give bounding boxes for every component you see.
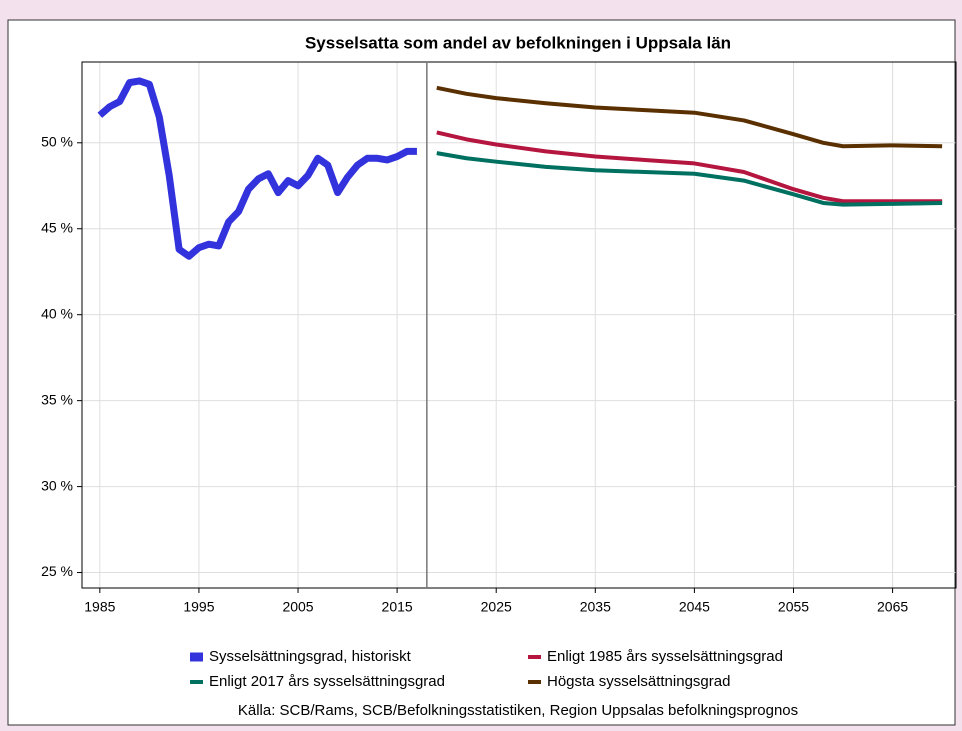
x-tick-label: 2025: [481, 599, 512, 615]
series-line: [436, 85, 943, 149]
y-tick-label: 40 %: [41, 305, 73, 321]
plot-frame: [81, 61, 957, 589]
legend-swatch: [528, 680, 541, 684]
x-tick-label: 2005: [282, 599, 313, 615]
y-tick-label: 45 %: [41, 219, 73, 235]
series-line: [436, 130, 943, 204]
y-tick-label: 25 %: [41, 563, 73, 579]
x-tick-label: 2035: [580, 599, 611, 615]
x-tick-label: 2045: [679, 599, 710, 615]
chart-title: Sysselsatta som andel av befolkningen i …: [305, 33, 731, 52]
chart-frame: [7, 19, 956, 726]
x-tick-label: 1985: [84, 599, 115, 615]
legend-swatch: [528, 655, 541, 659]
legend-label: Högsta sysselsättningsgrad: [547, 673, 730, 690]
y-tick-label: 50 %: [41, 133, 73, 149]
x-tick-label: 2055: [778, 599, 809, 615]
y-tick-label: 35 %: [41, 391, 73, 407]
x-tick-label: 2065: [877, 599, 908, 615]
legend-label: Enligt 1985 års sysselsättningsgrad: [547, 648, 783, 665]
x-tick-label: 1995: [183, 599, 214, 615]
series-line: [97, 77, 417, 260]
legend-label: Enligt 2017 års sysselsättningsgrad: [209, 673, 445, 690]
legend-label: Sysselsättningsgrad, historiskt: [209, 648, 412, 665]
series-line: [436, 151, 943, 207]
legend-swatch: [190, 680, 203, 684]
y-tick-label: 30 %: [41, 477, 73, 493]
x-tick-label: 2015: [382, 599, 413, 615]
legend-swatch: [190, 652, 203, 662]
source-note: Källa: SCB/Rams, SCB/Befolkningsstatisti…: [238, 702, 798, 719]
